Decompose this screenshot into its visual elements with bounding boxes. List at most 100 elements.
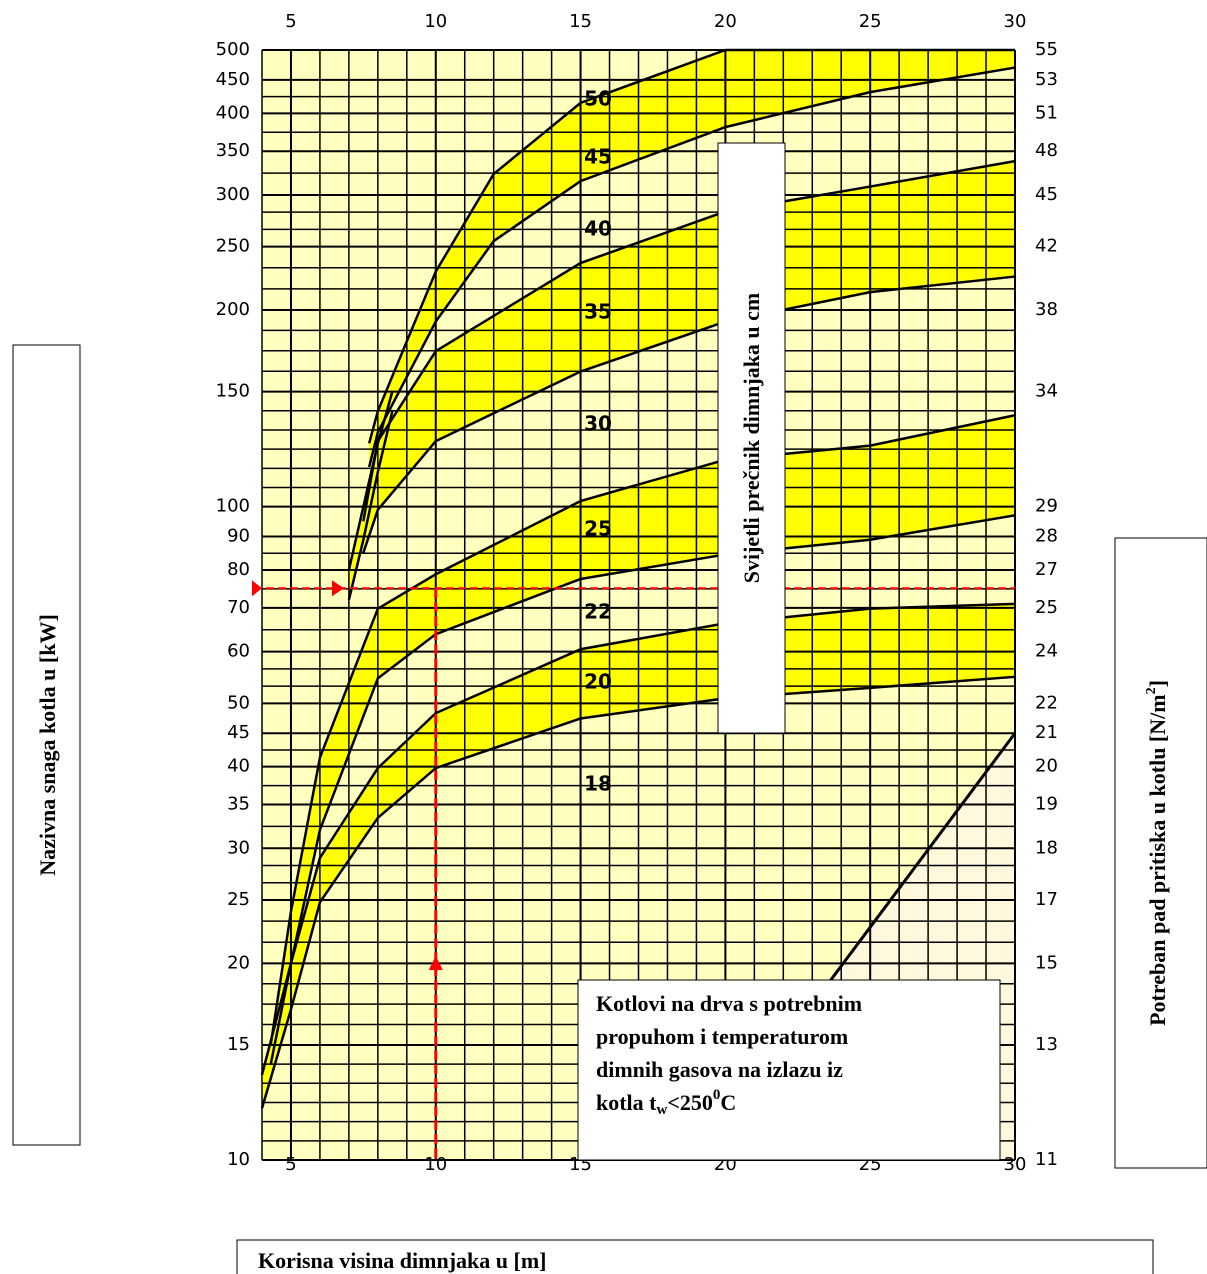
band <box>262 603 1015 1109</box>
note-part: w <box>657 1102 668 1118</box>
note-part: 0 <box>713 1087 721 1103</box>
y2-tick-label: 13 <box>1035 1034 1058 1055</box>
ylabel-box <box>12 344 81 1146</box>
y-tick-label: 250 <box>216 236 250 257</box>
note-part: <250 <box>667 1090 713 1115</box>
y2-tick-label: 18 <box>1035 837 1058 858</box>
y-tick-label: 30 <box>227 837 250 858</box>
band-boundary <box>362 275 1016 554</box>
y2-tick-label: 42 <box>1035 236 1058 257</box>
y2-label-end: ] <box>1145 680 1170 687</box>
band-boundary <box>269 414 1016 1046</box>
band <box>270 415 1015 1065</box>
y2-tick-label: 38 <box>1035 299 1058 320</box>
y2-tick-label: 22 <box>1035 692 1058 713</box>
y2-tick-label: 48 <box>1035 140 1058 161</box>
note-line: propuhom i temperaturom <box>596 1024 848 1049</box>
diameter-label: 30 <box>584 412 612 436</box>
y2-tick-label: 25 <box>1035 597 1058 618</box>
y-tick-label: 150 <box>216 381 250 402</box>
note-line: Kotlovi na drva s potrebnim <box>596 991 862 1016</box>
arrow <box>428 956 443 970</box>
x-tick-label: 5 <box>285 11 296 32</box>
y2-tick-label: 34 <box>1035 381 1058 402</box>
y2-tick-label: 19 <box>1035 794 1058 815</box>
y-tick-label: 70 <box>227 597 250 618</box>
x-tick-label: 15 <box>569 11 592 32</box>
y2-tick-label: 15 <box>1035 952 1058 973</box>
note-line: dimnih gasova na izlazu iz <box>596 1057 843 1082</box>
band <box>363 161 1016 553</box>
x-tick-label: 30 <box>1004 11 1027 32</box>
xlabel-box <box>236 1239 1154 1274</box>
y2-axis-label: Potreban pad pritiska u kotlu [N/m2] <box>1144 680 1170 1026</box>
y2-tick-label: 29 <box>1035 496 1058 517</box>
y-tick-label: 450 <box>216 69 250 90</box>
band-boundary <box>347 391 394 571</box>
x-tick-label: 10 <box>424 1154 447 1175</box>
y2-tick-label: 11 <box>1035 1149 1058 1170</box>
x-axis-label: Korisna visina dimnjaka u [m] <box>258 1248 547 1273</box>
note: Kotlovi na drva s potrebnim propuhom i te… <box>596 991 862 1118</box>
band-boundary <box>260 602 1016 1076</box>
band <box>348 391 393 600</box>
y2-tick-label: 28 <box>1035 526 1058 547</box>
diameter-label: 18 <box>584 772 612 796</box>
y2-tick-label: 53 <box>1035 69 1058 90</box>
y-tick-label: 200 <box>216 299 250 320</box>
y-tick-label: 20 <box>227 952 250 973</box>
diameter-label: 50 <box>584 87 612 111</box>
y-tick-label: 90 <box>227 526 250 547</box>
y2-tick-label: 55 <box>1035 39 1058 60</box>
diameter-label: 45 <box>584 145 612 169</box>
y-axis-label: Nazivna snaga kotla u [kW] <box>35 614 60 876</box>
x-tick-label: 5 <box>285 1154 296 1175</box>
y-tick-label: 500 <box>216 39 250 60</box>
y2-tick-label: 45 <box>1035 184 1058 205</box>
diameter-label: 35 <box>584 300 612 324</box>
y-tick-label: 300 <box>216 184 250 205</box>
y-tick-label: 40 <box>227 756 250 777</box>
note-part: kotla t <box>596 1090 657 1115</box>
y-tick-label: 100 <box>216 496 250 517</box>
y-tick-label: 35 <box>227 794 250 815</box>
y2-tick-label: 24 <box>1035 641 1058 662</box>
y-tick-label: 10 <box>227 1149 250 1170</box>
y2-tick-label: 51 <box>1035 102 1058 123</box>
note-part: C <box>720 1090 736 1115</box>
y-tick-label: 60 <box>227 641 250 662</box>
y2-tick-label: 27 <box>1035 559 1058 580</box>
note-box <box>577 979 1001 1161</box>
y2-tick-label: 17 <box>1035 889 1058 910</box>
y-tick-label: 350 <box>216 140 250 161</box>
band <box>369 50 1015 468</box>
y-tick-label: 50 <box>227 692 250 713</box>
arrow <box>332 580 344 597</box>
diameter-label: 25 <box>584 517 612 541</box>
band-boundary <box>260 675 1016 1109</box>
arrow <box>252 580 262 597</box>
y-tick-label: 45 <box>227 722 250 743</box>
x-tick-label: 30 <box>1004 1154 1027 1175</box>
y2-label-sup: 2 <box>1144 687 1159 694</box>
diameter-label: 22 <box>584 600 612 624</box>
x-tick-label: 20 <box>714 11 737 32</box>
y-tick-label: 400 <box>216 102 250 123</box>
y2-label-text: Potreban pad pritiska u kotlu [N/m <box>1145 694 1170 1025</box>
annotations: Nazivna snaga kotla u [kW] Potreban pad … <box>12 142 1207 1274</box>
band-boundary <box>347 410 394 601</box>
note-line: kotla tw<2500C <box>596 1087 736 1118</box>
diameter-label: 20 <box>584 670 612 694</box>
x-tick-label: 25 <box>859 11 882 32</box>
y2label-box <box>1114 537 1207 1169</box>
y2-tick-label: 21 <box>1035 722 1058 743</box>
curve-label: Svijetli prečnik dimnjaka u cm <box>739 293 764 584</box>
y-tick-label: 15 <box>227 1034 250 1055</box>
y-tick-label: 80 <box>227 559 250 580</box>
diameter-label: 40 <box>584 217 612 241</box>
y2-tick-label: 20 <box>1035 756 1058 777</box>
band-boundary <box>367 48 1015 444</box>
y-tick-label: 25 <box>227 889 250 910</box>
curve-label-box <box>717 142 786 734</box>
